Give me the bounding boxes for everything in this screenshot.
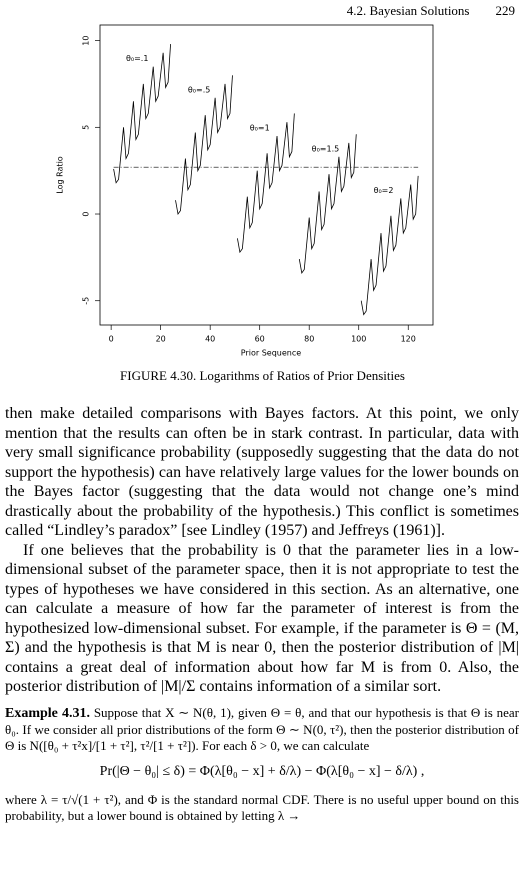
- paragraph: If one believes that the probability is …: [5, 541, 519, 696]
- y-axis-label: Log Ratio: [56, 156, 65, 193]
- paragraph: then make detailed comparisons with Baye…: [5, 405, 519, 539]
- x-tick-label: 20: [156, 335, 166, 344]
- series-line: [360, 175, 419, 316]
- y-tick-label: 5: [82, 125, 91, 130]
- series-line: [113, 44, 171, 184]
- chart: Prior Sequence Log Ratio 0 20 40 60 80 100 120…: [56, 24, 434, 358]
- example-continuation: where λ = τ/√(1 + τ²), and Φ is the stan…: [5, 791, 519, 823]
- x-tick-label: 40: [205, 335, 215, 344]
- x-tick-label: 100: [351, 335, 366, 344]
- example: Example 4.31. Suppose that X ∼ N(θ, 1), …: [5, 705, 519, 824]
- plot-frame: [99, 24, 434, 326]
- y-tick-label: 10: [82, 36, 91, 46]
- x-tick-label: 0: [109, 335, 114, 344]
- x-tick-label: 60: [255, 335, 265, 344]
- x-tick-label: 80: [304, 335, 314, 344]
- figure-caption: FIGURE 4.30. Logarithms of Ratios of Pri…: [120, 368, 405, 383]
- series-line: [175, 75, 233, 216]
- running-header: 4.2. Bayesian Solutions 229: [321, 3, 515, 19]
- equation: Pr(|Θ − θ₀| ≤ δ) = Φ(λ[θ₀ − x] + δ/λ) − …: [99, 763, 425, 779]
- x-tick-label: 120: [401, 335, 416, 344]
- series-label: θ₀=2: [374, 186, 394, 195]
- section-title: 4.2. Bayesian Solutions: [346, 3, 470, 18]
- series-line: [298, 134, 357, 274]
- example-label: Example 4.31.: [5, 705, 90, 721]
- series-label: θ₀=.5: [188, 85, 210, 94]
- body-text: then make detailed comparisons with Baye…: [5, 404, 519, 824]
- series-label: θ₀=1: [250, 123, 270, 132]
- series-label: θ₀=1.5: [312, 144, 340, 153]
- example-text: Suppose that X ∼ N(θ, 1), given Θ = θ, a…: [5, 704, 519, 753]
- page-number: 229: [495, 3, 516, 18]
- y-tick-label: 0: [82, 211, 91, 216]
- x-axis-label: Prior Sequence: [241, 349, 301, 358]
- y-tick-label: -5: [82, 297, 91, 305]
- series-label: θ₀=.1: [126, 54, 148, 63]
- series-line: [237, 113, 295, 254]
